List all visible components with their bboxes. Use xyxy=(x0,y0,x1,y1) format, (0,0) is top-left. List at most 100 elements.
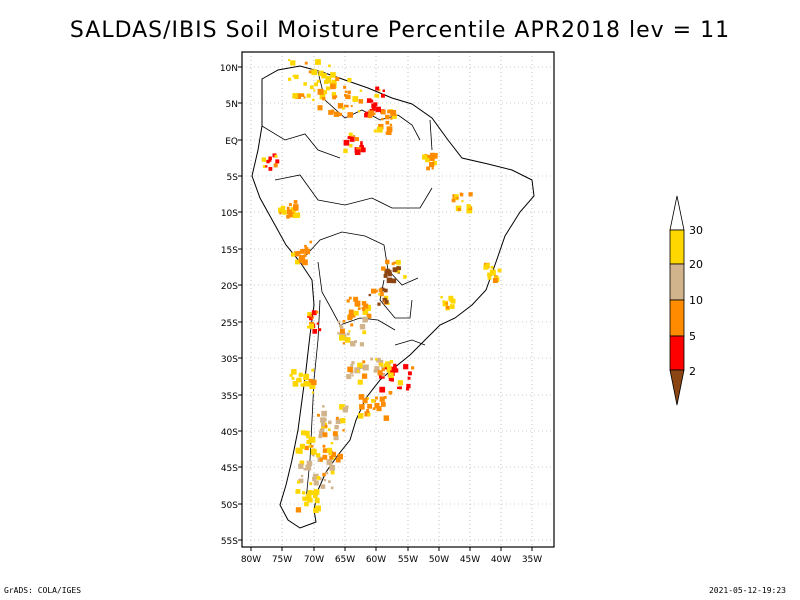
moisture-patch xyxy=(302,496,307,501)
moisture-patch xyxy=(311,391,314,394)
moisture-patch xyxy=(348,330,351,333)
moisture-patch xyxy=(301,93,305,97)
moisture-patch xyxy=(366,409,369,412)
moisture-patch xyxy=(373,129,377,133)
moisture-patch xyxy=(295,491,298,494)
moisture-patch xyxy=(403,275,407,279)
legend-bottom-arrow xyxy=(669,369,685,406)
moisture-patch xyxy=(387,130,392,135)
moisture-patch xyxy=(381,366,384,369)
moisture-patch xyxy=(348,132,353,137)
moisture-patch xyxy=(364,411,370,417)
moisture-patch xyxy=(386,126,393,133)
legend-label: 30 xyxy=(689,224,703,237)
moisture-patch xyxy=(381,93,385,98)
moisture-patch xyxy=(442,300,449,307)
moisture-patch xyxy=(374,402,380,408)
moisture-patch xyxy=(487,275,492,280)
moisture-patch xyxy=(353,310,359,316)
lat-label: 45S xyxy=(221,464,238,474)
moisture-patch xyxy=(347,78,352,83)
moisture-patch xyxy=(384,299,389,304)
moisture-patch xyxy=(309,85,314,90)
footer-credit: GrADS: COLA/IGES xyxy=(4,586,82,595)
moisture-patch xyxy=(397,380,403,386)
moisture-patch xyxy=(309,383,316,389)
moisture-patch xyxy=(368,293,371,297)
tick-marks xyxy=(238,66,533,551)
moisture-patch xyxy=(385,120,390,125)
moisture-patch xyxy=(273,164,277,167)
moisture-patch xyxy=(319,431,324,437)
moisture-patch xyxy=(339,325,344,329)
lat-label: 25S xyxy=(221,319,238,329)
moisture-patch xyxy=(376,406,382,412)
moisture-patch xyxy=(322,444,326,448)
moisture-patch xyxy=(321,422,326,427)
moisture-patch xyxy=(382,89,385,92)
moisture-patch xyxy=(492,278,498,283)
moisture-patch xyxy=(373,112,376,115)
moisture-patch xyxy=(429,161,435,168)
moisture-patch xyxy=(300,383,304,387)
moisture-patch xyxy=(304,244,307,248)
latitude-labels: 10N 5N EQ 5S 10S 15S 20S 25S 30S 35S 40S… xyxy=(220,64,238,547)
moisture-patch xyxy=(286,215,290,219)
moisture-patch xyxy=(343,148,348,154)
moisture-patch xyxy=(408,371,412,376)
moisture-patch xyxy=(291,252,296,257)
moisture-patch xyxy=(451,198,456,203)
moisture-patch xyxy=(346,104,349,108)
moisture-patch xyxy=(309,436,316,443)
moisture-patch xyxy=(343,104,347,108)
moisture-patch xyxy=(392,267,398,273)
moisture-patch xyxy=(337,103,344,109)
moisture-patch xyxy=(325,86,330,91)
moisture-patch xyxy=(316,79,320,83)
moisture-patch xyxy=(331,79,337,85)
moisture-patch xyxy=(393,363,397,368)
moisture-patch xyxy=(407,376,411,380)
moisture-patch xyxy=(318,434,323,439)
moisture-patch xyxy=(454,194,457,197)
moisture-patch xyxy=(282,210,287,215)
moisture-patch xyxy=(295,259,300,265)
moisture-patch xyxy=(359,89,363,92)
moisture-patch xyxy=(385,131,389,135)
moisture-patch xyxy=(373,102,378,107)
moisture-patch xyxy=(326,459,333,466)
moisture-patch xyxy=(362,316,369,323)
moisture-patch xyxy=(313,489,320,495)
moisture-patch xyxy=(332,431,338,437)
moisture-patch xyxy=(347,366,353,373)
moisture-patch xyxy=(367,412,371,417)
moisture-patch xyxy=(318,70,324,76)
moisture-patch xyxy=(268,159,272,162)
moisture-patch xyxy=(450,298,456,304)
moisture-patch xyxy=(361,373,368,379)
moisture-patch xyxy=(316,322,319,325)
moisture-patch xyxy=(406,383,411,389)
moisture-patch xyxy=(309,240,313,244)
moisture-patch xyxy=(274,154,278,158)
moisture-patch xyxy=(490,265,494,269)
moisture-patch xyxy=(457,208,461,211)
moisture-patch xyxy=(360,147,366,153)
moisture-patch xyxy=(322,472,326,477)
moisture-patch xyxy=(385,114,390,120)
moisture-patch xyxy=(489,269,496,276)
coastline xyxy=(251,65,535,529)
moisture-patch xyxy=(395,259,401,265)
moisture-patch xyxy=(288,58,291,61)
moisture-patch xyxy=(366,98,372,103)
moisture-patch xyxy=(381,117,384,121)
moisture-patch xyxy=(306,325,310,329)
map-frame xyxy=(241,51,555,548)
moisture-patch xyxy=(347,332,350,336)
moisture-patch xyxy=(312,448,316,452)
moisture-patch xyxy=(298,449,303,454)
moisture-patch xyxy=(362,307,366,311)
moisture-patch xyxy=(357,307,361,310)
moisture-patch xyxy=(351,361,355,365)
moisture-patch xyxy=(406,387,410,391)
